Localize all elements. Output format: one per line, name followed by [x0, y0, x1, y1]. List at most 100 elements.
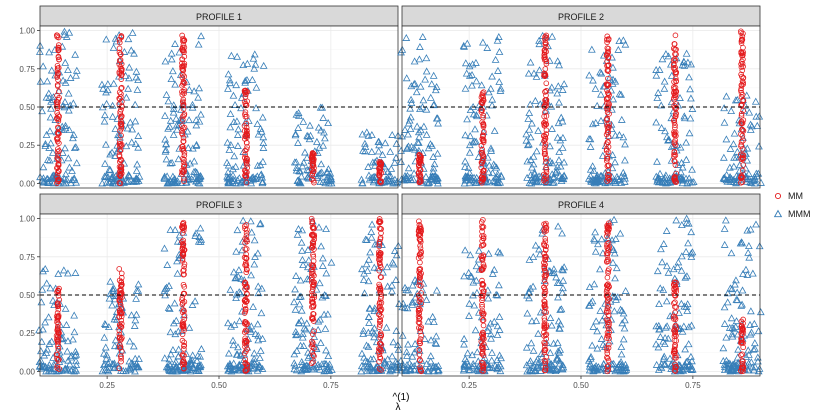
mmm-point — [254, 282, 263, 290]
mmm-point — [555, 61, 563, 69]
mmm-point — [298, 333, 307, 341]
mmm-point — [45, 361, 54, 369]
mmm-point — [460, 272, 469, 280]
mmm-point — [316, 338, 325, 346]
mmm-point — [619, 366, 627, 374]
mmm-point — [591, 247, 600, 255]
mmm-point — [237, 274, 246, 282]
mmm-point — [167, 49, 176, 57]
mmm-point — [557, 177, 566, 185]
mm-point — [480, 241, 487, 248]
mmm-point — [727, 314, 736, 322]
mm-point — [54, 99, 60, 105]
mmm-point — [553, 133, 562, 141]
mmm-point — [195, 179, 204, 187]
mmm-point — [473, 348, 482, 356]
mmm-point — [599, 360, 608, 368]
mmm-point — [662, 226, 671, 234]
mmm-point — [392, 275, 400, 283]
mmm-point — [367, 364, 376, 372]
mmm-point — [163, 179, 172, 187]
legend-label: MMM — [788, 209, 811, 219]
mmm-point — [364, 342, 373, 350]
mmm-point — [290, 298, 298, 306]
mmm-point — [51, 115, 60, 123]
mmm-point — [422, 130, 431, 138]
mm-point — [671, 333, 678, 339]
mm-point — [672, 323, 678, 330]
mm-point — [309, 245, 316, 251]
mmm-point — [398, 360, 407, 368]
mmm-point — [723, 289, 732, 297]
mm-point — [309, 239, 316, 246]
mmm-point — [426, 93, 435, 101]
mmm-point — [731, 280, 739, 288]
mmm-point — [680, 114, 689, 122]
mmm-point — [722, 360, 731, 368]
mm-point — [179, 60, 185, 66]
mmm-point — [192, 141, 201, 149]
mm-point — [242, 356, 249, 363]
mm-point — [673, 355, 679, 361]
mmm-point — [615, 176, 624, 184]
mmm-point — [621, 174, 629, 182]
mmm-point — [743, 144, 752, 152]
mmm-point — [319, 141, 327, 149]
mm-point — [310, 315, 316, 321]
mmm-point — [108, 360, 117, 368]
mmm-point — [597, 235, 606, 243]
mmm-point — [303, 153, 311, 161]
mm-point — [739, 52, 745, 59]
mmm-point — [301, 148, 309, 156]
mmm-point — [184, 172, 193, 180]
mm-point — [180, 359, 187, 365]
mmm-point — [749, 345, 758, 353]
mmm-point — [548, 124, 556, 132]
y-tick-label: 0.00 — [19, 367, 35, 376]
mmm-point — [560, 80, 568, 88]
mmm-point — [232, 294, 240, 302]
mmm-point — [303, 131, 312, 139]
mm-point — [542, 89, 548, 95]
mm-point — [739, 358, 745, 364]
mmm-point — [585, 301, 594, 309]
mmm-point — [41, 141, 50, 149]
mmm-point — [62, 320, 71, 328]
mmm-point — [304, 132, 312, 140]
mm-point — [479, 303, 485, 310]
mmm-point — [163, 260, 172, 268]
mmm-point — [617, 115, 626, 123]
mmm-point — [488, 101, 496, 109]
mmm-point — [297, 358, 306, 365]
mmm-point — [69, 99, 78, 107]
mm-point — [179, 257, 186, 264]
mm-point — [605, 281, 611, 287]
mmm-point — [728, 366, 736, 374]
mm-point — [310, 150, 316, 157]
mm-point — [541, 254, 548, 260]
mmm-point — [619, 36, 628, 44]
mmm-point — [410, 57, 419, 65]
mmm-point — [426, 140, 435, 148]
mmm-point — [382, 175, 390, 183]
mmm-point — [45, 93, 54, 101]
mmm-point — [192, 121, 201, 129]
mmm-point — [389, 361, 398, 369]
mmm-point — [546, 142, 554, 150]
mm-point — [604, 252, 610, 259]
mm-point — [377, 234, 384, 241]
mm-point — [543, 80, 550, 87]
mm-point — [180, 351, 186, 358]
mmm-point — [251, 174, 260, 182]
mmm-point — [542, 162, 550, 170]
mmm-point — [430, 160, 439, 168]
mmm-point — [69, 134, 77, 142]
mm-point — [416, 278, 423, 285]
mmm-point — [184, 143, 193, 151]
mm-point — [480, 368, 487, 374]
mmm-point — [741, 164, 750, 172]
mmm-point — [415, 55, 424, 63]
mmm-point — [44, 89, 53, 97]
mmm-point — [185, 116, 193, 124]
